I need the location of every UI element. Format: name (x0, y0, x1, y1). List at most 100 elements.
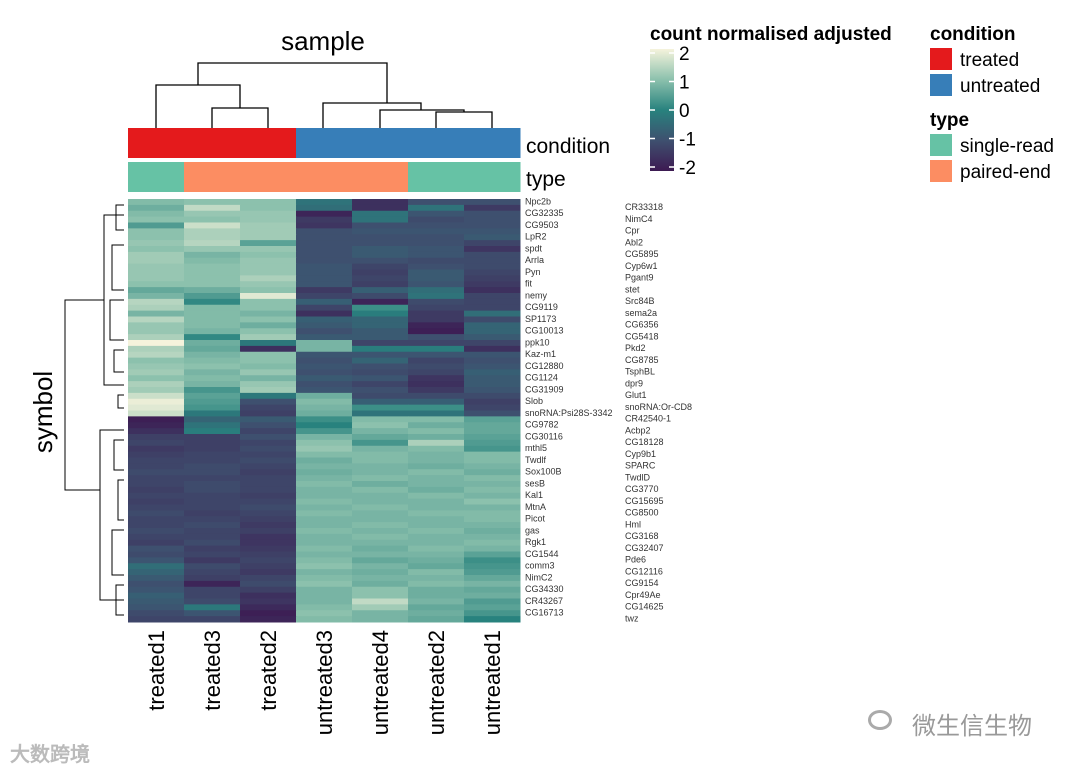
heatmap-cell (464, 604, 521, 611)
heatmap-cell (464, 504, 521, 511)
heatmap-cell (184, 598, 241, 605)
heatmap-cell (464, 293, 521, 300)
row-label: CG16713 (525, 608, 564, 618)
heatmap-cell (352, 404, 409, 411)
heatmap-cell (296, 392, 353, 400)
row-dendrogram (64, 204, 124, 616)
heatmap-cell (184, 457, 241, 464)
heatmap-cell (352, 392, 409, 400)
heatmap-cell (128, 216, 185, 223)
heatmap-cell (128, 204, 185, 212)
condition-legend: condition treated untreated (930, 24, 1040, 97)
heatmap-cell (408, 533, 465, 541)
heatmap-cell (240, 475, 297, 482)
row-label: Slob (525, 396, 543, 406)
column-labels: treated1 treated3 treated2 untreated3 untrea… (144, 630, 505, 735)
heatmap-cell (240, 334, 297, 341)
heatmap-cell (464, 545, 521, 552)
heatmap-cell (408, 404, 465, 411)
heatmap-cell (352, 316, 409, 323)
heatmap-cell (408, 539, 465, 547)
heatmap-cell (240, 551, 297, 558)
heatmap-cell (464, 216, 521, 223)
heatmap-cell (296, 586, 353, 594)
heatmap-cell (408, 422, 465, 429)
heatmap-cell (184, 363, 241, 370)
heatmap-cell (352, 357, 409, 364)
heatmap-cell (408, 240, 465, 247)
heatmap-cell (296, 475, 353, 482)
heatmap-cell (240, 528, 297, 535)
heatmap-cell (240, 392, 297, 400)
row-label: Npc2b (525, 196, 551, 206)
heat-legend-tick-label: 1 (679, 73, 690, 94)
heatmap-cell (296, 516, 353, 523)
heatmap-cell (128, 199, 185, 206)
heatmap-cell (296, 240, 353, 247)
heatmap-cell (240, 604, 297, 611)
heatmap-cell (296, 563, 353, 570)
heatmap-cell (128, 498, 185, 505)
heatmap-cell (240, 298, 297, 306)
heatmap-cell (128, 475, 185, 482)
heatmap-cell (352, 481, 409, 488)
heatmap-cell (184, 316, 241, 323)
y-axis-label: symbol (28, 371, 58, 453)
heatmap-cell (128, 351, 185, 359)
heatmap-cell (240, 510, 297, 517)
heatmap-cell (296, 287, 353, 294)
heatmap-cell (296, 498, 353, 505)
heatmap-cell (408, 351, 465, 359)
row-label: Hml (625, 519, 641, 529)
row-label: CG12116 (625, 566, 663, 576)
heatmap-cell (464, 222, 521, 229)
row-label: mthl5 (525, 443, 547, 453)
heatmap-cell (408, 557, 465, 564)
row-label: CG6356 (625, 320, 659, 330)
legend-label-paired-end: paired-end (960, 162, 1051, 183)
heatmap-cell (464, 257, 521, 265)
row-label: NimC4 (625, 214, 653, 224)
heatmap-cell (184, 210, 241, 218)
heatmap-cell (352, 246, 409, 253)
heatmap-cell (184, 522, 241, 529)
heatmap-cell (352, 516, 409, 523)
legend-label-untreated: untreated (960, 76, 1040, 97)
heatmap-cell (408, 616, 465, 623)
heatmap-cell (296, 533, 353, 541)
heatmap-cell (128, 334, 185, 341)
heatmap-cell (184, 586, 241, 594)
heatmap-cell (240, 275, 297, 282)
heatmap-cell (464, 204, 521, 212)
row-label: Glut1 (625, 390, 647, 400)
heatmap-cell (352, 604, 409, 611)
heatmap-cell (296, 334, 353, 341)
heatmap-cell (408, 334, 465, 341)
row-label: comm3 (525, 561, 555, 571)
condition-annotation-cell (240, 128, 297, 158)
heatmap-cell (352, 216, 409, 223)
row-label: CG8785 (625, 355, 659, 365)
heatmap-cell (184, 293, 241, 300)
heatmap-cell (296, 492, 353, 500)
heatmap-cell (352, 551, 409, 558)
heatmap-cell (184, 410, 241, 417)
heatmap-cell (128, 410, 185, 417)
heatmap-cell (128, 381, 185, 388)
heatmap-cell (128, 322, 185, 329)
heatmap-cell (128, 439, 185, 447)
heatmap-cell (352, 498, 409, 505)
column-label: treated3 (200, 630, 225, 711)
heatmap-cell (184, 351, 241, 359)
heatmap-cell (184, 387, 241, 394)
heatmap-cell (352, 275, 409, 282)
heatmap-cell (128, 451, 185, 458)
heatmap-cell (464, 516, 521, 523)
heatmap-cell (408, 481, 465, 488)
heatmap-cell (296, 199, 353, 206)
legend-swatch-single-read (930, 134, 952, 156)
heatmap-cell (296, 269, 353, 276)
heatmap-cell (240, 387, 297, 394)
heatmap-cell (296, 422, 353, 429)
